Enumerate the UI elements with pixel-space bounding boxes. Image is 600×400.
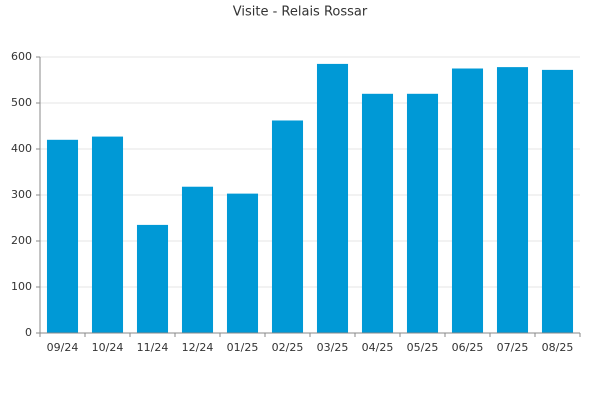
bars [46, 63, 574, 334]
x-tick-label: 02/25 [272, 341, 304, 354]
bar [406, 93, 439, 333]
bar [316, 63, 349, 334]
x-tick-label: 08/25 [542, 341, 574, 354]
x-tick-label: 09/24 [47, 341, 79, 354]
bar [46, 139, 79, 333]
y-tick-label: 400 [11, 142, 32, 155]
x-tick-label: 11/24 [137, 341, 169, 354]
y-tick-label: 600 [11, 50, 32, 63]
x-tick-label: 07/25 [497, 341, 529, 354]
x-tick-label: 10/24 [92, 341, 124, 354]
x-tick-label: 01/25 [227, 341, 259, 354]
y-tick-label: 500 [11, 96, 32, 109]
grid [40, 56, 580, 334]
bar [361, 93, 394, 333]
bar [136, 224, 169, 333]
y-tick-label: 0 [25, 326, 32, 339]
bar [496, 67, 529, 334]
chart-title: Visite - Relais Rossar [233, 5, 368, 20]
x-tick-label: 12/24 [182, 341, 214, 354]
y-tick-label: 200 [11, 234, 32, 247]
bar [451, 68, 484, 333]
x-tick-label: 05/25 [407, 341, 439, 354]
bar [91, 136, 124, 333]
y-tick-label: 100 [11, 280, 32, 293]
y-tick-label: 300 [11, 188, 32, 201]
x-tick-label: 03/25 [317, 341, 349, 354]
bar [541, 69, 574, 333]
bar [181, 186, 214, 333]
x-tick-label: 06/25 [452, 341, 484, 354]
x-tick-label: 04/25 [362, 341, 394, 354]
bar [271, 120, 304, 333]
bar [226, 193, 259, 333]
